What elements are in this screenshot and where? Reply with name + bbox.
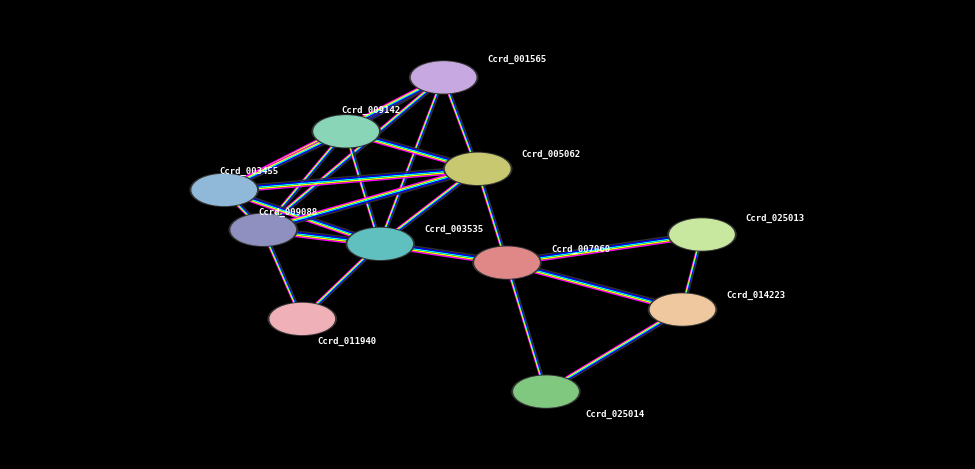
Circle shape <box>314 116 378 147</box>
Text: Ccrd_009088: Ccrd_009088 <box>258 207 318 217</box>
Circle shape <box>444 152 512 185</box>
Text: Ccrd_011940: Ccrd_011940 <box>317 337 376 346</box>
Circle shape <box>473 246 541 279</box>
Circle shape <box>229 213 297 246</box>
Circle shape <box>512 375 580 408</box>
Circle shape <box>650 294 715 325</box>
Circle shape <box>231 214 295 245</box>
Circle shape <box>411 62 476 93</box>
Text: Ccrd_009142: Ccrd_009142 <box>341 106 401 115</box>
Text: Ccrd_025014: Ccrd_025014 <box>585 409 644 419</box>
Circle shape <box>312 115 380 148</box>
Text: Ccrd_003455: Ccrd_003455 <box>219 166 279 176</box>
Text: Ccrd_001565: Ccrd_001565 <box>488 55 547 64</box>
Text: Ccrd_025013: Ccrd_025013 <box>746 213 805 223</box>
Circle shape <box>514 376 578 407</box>
Circle shape <box>192 174 256 205</box>
Circle shape <box>270 303 334 334</box>
Circle shape <box>190 174 258 206</box>
Circle shape <box>410 61 478 94</box>
Circle shape <box>346 227 414 260</box>
Circle shape <box>648 293 717 326</box>
Circle shape <box>670 219 734 250</box>
Text: Ccrd_005062: Ccrd_005062 <box>522 150 581 159</box>
Text: Ccrd_007060: Ccrd_007060 <box>551 245 610 254</box>
Circle shape <box>446 153 510 184</box>
Text: Ccrd_003535: Ccrd_003535 <box>424 225 484 234</box>
Circle shape <box>668 218 736 251</box>
Circle shape <box>268 303 336 335</box>
Circle shape <box>475 247 539 278</box>
Text: Ccrd_014223: Ccrd_014223 <box>726 291 786 300</box>
Circle shape <box>348 228 412 259</box>
